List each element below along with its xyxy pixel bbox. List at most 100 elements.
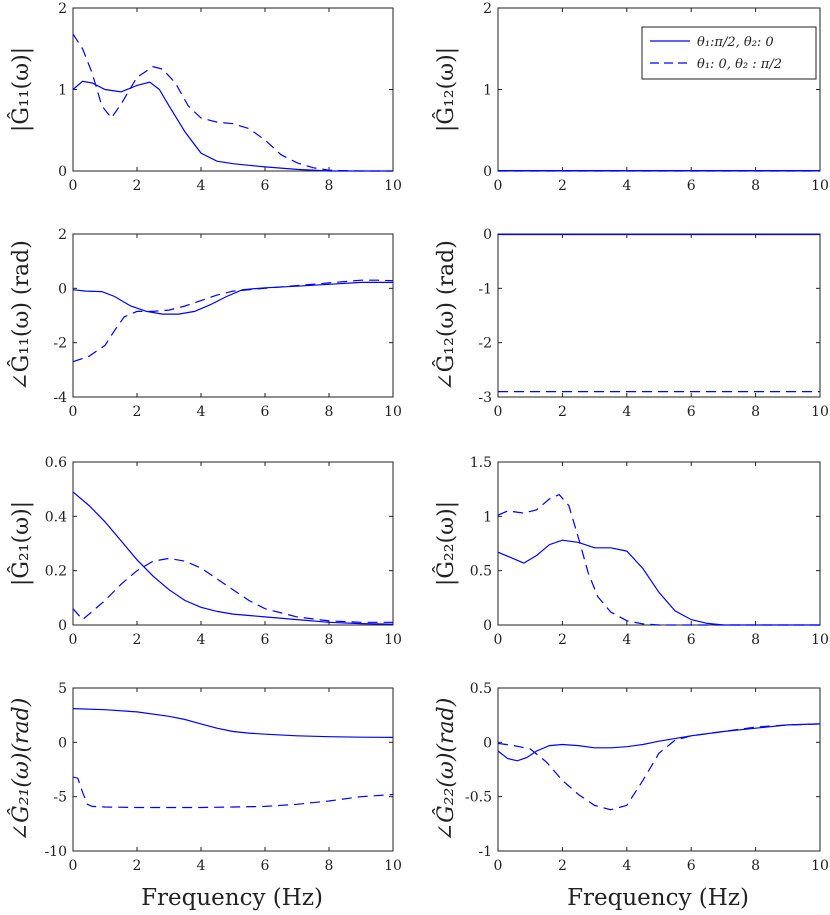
x-tick-label: 0 (69, 404, 78, 420)
y-tick-label: 0.4 (45, 509, 67, 525)
y-axis-label: |Ĝ₁₂(ω)| (432, 47, 459, 132)
y-tick-label: 1 (483, 509, 492, 525)
y-tick-label: 0 (58, 281, 67, 297)
y-tick-label: -4 (53, 390, 67, 406)
y-tick-label: -5 (53, 790, 67, 806)
y-tick-label: 1 (483, 83, 492, 99)
y-tick-label: -1 (478, 844, 492, 860)
x-tick-label: 4 (197, 404, 206, 420)
y-axis-label: ∠Ĝ₂₂(ω)(rad) (432, 698, 459, 842)
x-tick-label: 10 (811, 404, 829, 420)
y-axis-label: |Ĝ₂₂(ω)| (432, 501, 459, 586)
series-line-dashed (72, 33, 393, 172)
y-tick-label: -3 (478, 390, 492, 406)
x-tick-label: 4 (622, 858, 631, 874)
x-tick-label: 0 (494, 404, 503, 420)
x-tick-label: 0 (494, 858, 503, 874)
series-line-dashed (72, 557, 393, 623)
series-line-solid (72, 491, 394, 625)
plot-frame (497, 461, 821, 626)
series-line-solid (72, 80, 393, 172)
y-tick-label: 0 (58, 618, 67, 634)
x-axis-label-right: Frequency (Hz) (567, 885, 749, 911)
subplot-g21-phase: 0 2 4 6 8 10 -10 -5 0 5 ∠Ĝ₂₁(ω)(rad) (7, 681, 402, 874)
x-tick-label: 0 (69, 858, 78, 874)
y-tick-label: -0.5 (465, 790, 492, 806)
x-tick-label: 2 (133, 858, 142, 874)
y-axis-label: ∠Ĝ₁₂(ω) (rad) (432, 240, 459, 391)
x-tick-label: 2 (133, 632, 142, 648)
x-tick-label: 8 (325, 632, 334, 648)
series-line-dashed (497, 723, 821, 811)
subplot-g21-mag: 0 2 4 6 8 10 0 0.2 0.4 0.6 |Ĝ₂₁(ω)| (7, 455, 402, 648)
x-tick-label: 4 (197, 178, 206, 194)
x-tick-label: 2 (558, 178, 567, 194)
x-tick-label: 10 (811, 632, 829, 648)
subplot-g11-mag: 0 2 4 6 8 10 0 1 2 |Ĝ₁₁(ω)| (7, 1, 402, 194)
x-tick-label: 10 (384, 178, 402, 194)
x-tick-label: 10 (811, 858, 829, 874)
plot-frame (72, 687, 394, 852)
y-tick-label: 0 (483, 227, 492, 243)
y-tick-label: 0 (58, 735, 67, 751)
y-axis-label: |Ĝ₂₁(ω)| (7, 501, 34, 586)
x-tick-label: 8 (325, 178, 334, 194)
y-tick-label: 2 (58, 1, 67, 17)
x-tick-label: 4 (622, 178, 631, 194)
y-tick-label: 1 (58, 83, 67, 99)
x-tick-label: 6 (261, 178, 270, 194)
x-tick-label: 2 (558, 404, 567, 420)
x-tick-label: 6 (261, 632, 270, 648)
subplot-g11-phase: 0 2 4 6 8 10 -4 -2 0 2 ∠Ĝ₁₁(ω) (rad) (7, 227, 402, 420)
legend: θ₁:π/2, θ₂: 0 θ₁: 0, θ₂ : π/2 (641, 26, 817, 80)
x-tick-label: 6 (687, 178, 696, 194)
y-tick-label: 1.5 (470, 455, 492, 471)
x-tick-label: 2 (558, 858, 567, 874)
x-tick-label: 10 (384, 632, 402, 648)
x-tick-label: 8 (751, 404, 760, 420)
y-tick-label: -2 (53, 336, 67, 352)
x-tick-label: 0 (494, 632, 503, 648)
y-tick-label: 0.5 (470, 564, 492, 580)
y-axis-label: ∠Ĝ₂₁(ω)(rad) (7, 698, 34, 842)
y-tick-label: 0.2 (45, 564, 67, 580)
y-axis-label: ∠Ĝ₁₁(ω) (rad) (7, 240, 34, 391)
plot-frame (72, 7, 394, 172)
x-tick-label: 8 (751, 178, 760, 194)
subplot-g22-phase: 0 2 4 6 8 10 -1 -0.5 0 0.5 ∠Ĝ₂₂(ω)(rad) (432, 681, 829, 874)
x-tick-label: 4 (622, 632, 631, 648)
y-tick-label: 2 (483, 1, 492, 17)
x-tick-label: 4 (197, 632, 206, 648)
y-tick-label: 0 (483, 735, 492, 751)
x-tick-label: 2 (133, 404, 142, 420)
subplot-g12-phase: 0 2 4 6 8 10 -3 -2 -1 0 ∠Ĝ₁₂(ω) (rad) (432, 227, 829, 420)
series-line-solid (497, 723, 821, 762)
x-tick-label: 0 (69, 632, 78, 648)
y-tick-label: 2 (58, 227, 67, 243)
x-tick-label: 10 (811, 178, 829, 194)
subplot-g22-mag: 0 2 4 6 8 10 0 0.5 1 1.5 |Ĝ₂₂(ω)| (432, 455, 829, 648)
y-tick-label: 0 (483, 618, 492, 634)
x-tick-label: 8 (325, 858, 334, 874)
x-axis-label-left: Frequency (Hz) (141, 885, 323, 911)
x-tick-label: 8 (325, 404, 334, 420)
x-tick-label: 6 (261, 404, 270, 420)
series-line-solid (497, 539, 820, 626)
y-tick-label: 0.6 (45, 455, 67, 471)
y-axis-label: |Ĝ₁₁(ω)| (7, 47, 34, 132)
series-line-dashed (497, 493, 820, 626)
x-tick-label: 6 (687, 632, 696, 648)
series-line-solid (72, 281, 393, 315)
series-line-solid (72, 708, 394, 739)
x-tick-label: 4 (197, 858, 206, 874)
subplot-g12-mag: 0 2 4 6 8 10 0 1 2 |Ĝ₁₂(ω)| (432, 1, 829, 194)
series-line-dashed (72, 279, 394, 363)
x-tick-label: 6 (687, 404, 696, 420)
x-tick-label: 6 (261, 858, 270, 874)
x-tick-label: 10 (384, 858, 402, 874)
x-tick-label: 4 (622, 404, 631, 420)
x-tick-label: 6 (687, 858, 696, 874)
y-tick-label: 0.5 (470, 681, 492, 697)
plot-frame (497, 233, 821, 398)
